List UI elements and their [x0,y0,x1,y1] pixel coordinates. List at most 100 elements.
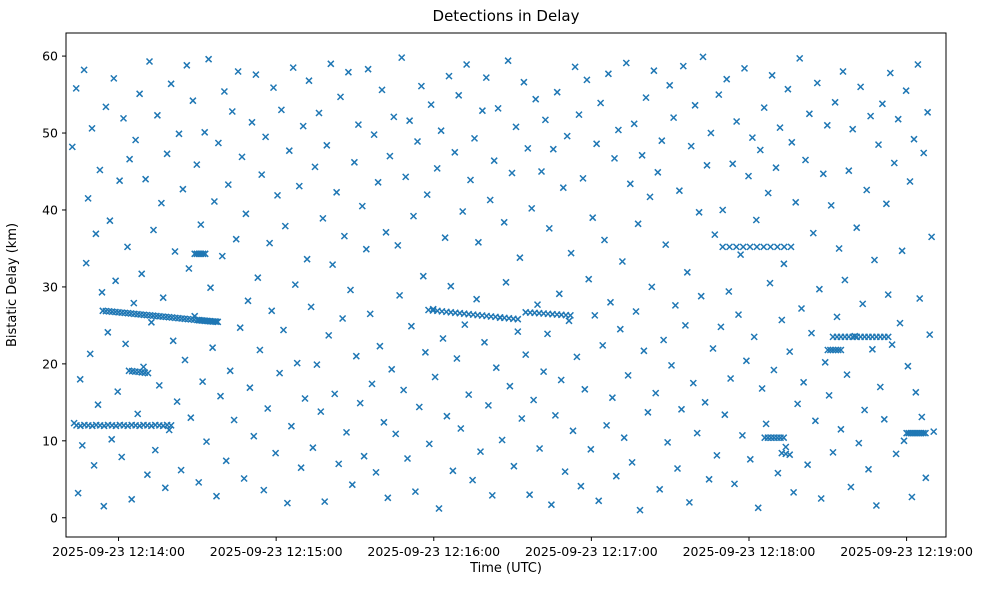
scatter-point [155,381,163,389]
scatter-point [339,314,347,323]
scatter-point [746,455,754,463]
y-axis-label: Bistatic Delay (km) [5,223,20,347]
scatter-point [921,429,930,437]
scatter-point [409,212,418,220]
scatter-point [354,121,362,129]
scatter-point [926,331,934,339]
scatter-point [396,291,404,299]
scatter-point [167,80,175,88]
scatter-point [480,338,489,346]
scatter-point [68,143,76,151]
scatter-point [431,373,439,381]
scatter-point [443,412,451,420]
scatter-point [504,57,512,65]
scatter-point [597,99,605,107]
scatter-point [591,311,599,319]
scatter-point [165,426,173,434]
scatter-point [565,317,573,325]
scatter-point [453,354,461,363]
scatter-point [835,244,843,253]
scatter-point [516,254,524,262]
scatter-point [236,324,244,332]
scatter-point [924,108,932,116]
scatter-point [916,294,924,303]
scatter-point [214,318,222,326]
scatter-point [919,429,927,437]
scatter-point [904,362,912,370]
scatter-point [488,491,496,499]
scatter-point [92,230,100,238]
scatter-point [811,417,819,425]
scatter-point [447,282,455,290]
scatter-point [788,138,796,146]
scatter-point [210,197,218,206]
scatter-point [715,91,723,99]
scatter-point [577,482,585,490]
scatter-point [721,411,729,419]
scatter-point [628,458,636,466]
scatter-point [321,498,329,506]
scatter-point [492,364,500,372]
scatter-point [386,152,394,160]
scatter-point [205,55,213,63]
scatter-point [834,346,842,354]
scatter-point [112,277,120,285]
scatter-point [754,504,762,512]
scatter-point [437,127,445,135]
scatter-point [918,413,926,421]
scatter-point [273,191,282,199]
scatter-point [171,247,179,256]
scatter-point [151,446,159,454]
scatter-point [348,481,356,489]
scatter-point [553,88,561,96]
scatter-point [729,160,737,168]
scatter-point [122,340,130,348]
scatter-point [764,189,772,197]
scatter-point [786,348,794,356]
scatter-point [80,66,88,74]
scatter-point [484,401,492,409]
scatter-point [766,243,775,251]
scatter-point [804,461,812,469]
scatter-point [283,499,291,507]
scatter-point [709,344,717,353]
scatter-point [209,344,217,352]
scatter-point [514,315,522,323]
scatter-point [563,132,571,140]
scatter-point [149,226,158,234]
scatter-point [104,328,112,336]
scatter-point [908,493,916,501]
scatter-point [794,400,802,408]
scatter-point [419,272,427,280]
scatter-point [356,399,364,407]
scatter-point [660,336,668,344]
scatter-point [380,418,388,426]
scatter-point [305,77,313,85]
scatter-point [900,437,908,445]
scatter-point [664,438,672,446]
scatter-point [238,153,246,161]
scatter-point [532,95,540,103]
scatter-point [896,319,904,327]
x-tick-label: 2025-09-23 12:15:00 [210,544,343,559]
scatter-point [167,421,175,429]
scatter-point [604,70,612,78]
scatter-point [382,228,390,236]
scatter-point [118,453,126,461]
scatter-point [832,346,840,354]
scatter-point [773,243,781,251]
scatter-point [752,216,760,224]
scatter-point [406,117,414,125]
scatter-point [681,321,689,329]
scatter-point [606,298,615,306]
scatter-point [557,376,565,384]
scatter-point [478,107,486,115]
x-tick-label: 2025-09-23 12:18:00 [683,544,816,559]
scatter-point [863,186,871,194]
scatter-point [518,414,526,423]
scatter-point [110,74,118,82]
scatter-point [220,87,228,96]
scatter-point [928,233,936,241]
scatter-point [435,504,443,513]
